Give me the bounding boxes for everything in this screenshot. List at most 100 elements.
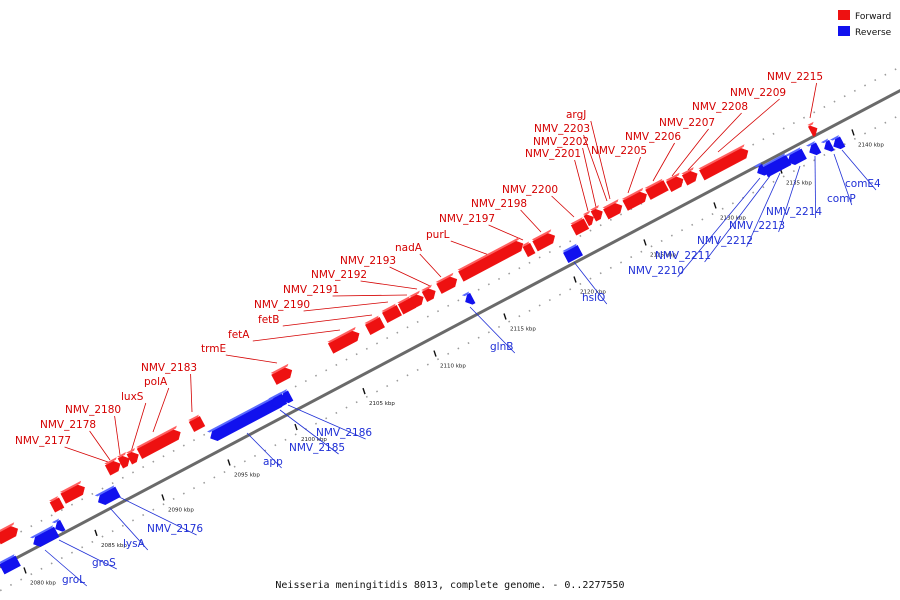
reverse-gene-feature[interactable] bbox=[30, 525, 60, 549]
gene-body bbox=[666, 176, 684, 192]
forward-gene-label[interactable]: polA bbox=[144, 376, 168, 388]
forward-gene-label[interactable]: NMV_2197 bbox=[439, 213, 495, 225]
forward-gene-feature[interactable] bbox=[381, 303, 402, 323]
forward-gene-label[interactable]: NMV_2207 bbox=[659, 117, 715, 129]
forward-gene-feature[interactable] bbox=[59, 480, 87, 504]
forward-gene-feature[interactable] bbox=[590, 205, 605, 222]
forward-gene-label[interactable]: purL bbox=[426, 229, 450, 241]
forward-gene-label[interactable]: NMV_2183 bbox=[141, 362, 197, 374]
forward-gene-label[interactable]: argJ bbox=[566, 109, 586, 121]
forward-gene-label[interactable]: NMV_2202 bbox=[533, 136, 589, 148]
legend-reverse-label: Reverse bbox=[855, 28, 892, 38]
reverse-gene-label[interactable]: NMV_2186 bbox=[316, 427, 372, 439]
reverse-gene-label[interactable]: comE4 bbox=[845, 178, 881, 190]
forward-gene-label[interactable]: NMV_2215 bbox=[767, 71, 823, 83]
forward-gene-feature[interactable] bbox=[435, 272, 460, 294]
reverse-gene-label[interactable]: NMV_2176 bbox=[147, 523, 203, 535]
forward-gene-feature[interactable] bbox=[104, 457, 122, 476]
reverse-gene-label[interactable]: comP bbox=[827, 193, 856, 205]
reverse-gene-feature[interactable] bbox=[830, 135, 846, 151]
forward-gene-feature[interactable] bbox=[807, 121, 819, 137]
reverse-leader-line bbox=[58, 539, 117, 570]
forward-gene-label[interactable]: NMV_2203 bbox=[534, 123, 590, 135]
reverse-gene-feature[interactable] bbox=[806, 141, 822, 157]
forward-gene-feature[interactable] bbox=[521, 241, 536, 258]
forward-gene-feature[interactable] bbox=[136, 425, 183, 459]
forward-leader-line bbox=[89, 430, 111, 461]
forward-gene-label[interactable]: fetA bbox=[228, 329, 250, 341]
forward-gene-label[interactable]: fetB bbox=[258, 314, 279, 326]
reverse-gene-feature[interactable] bbox=[94, 485, 121, 507]
reverse-gene-feature[interactable] bbox=[562, 243, 583, 263]
forward-gene-feature[interactable] bbox=[409, 290, 426, 309]
reverse-gene-label[interactable]: hslO bbox=[582, 292, 605, 304]
forward-gene-feature[interactable] bbox=[270, 363, 295, 385]
forward-gene-feature[interactable] bbox=[570, 217, 590, 236]
forward-gene-feature[interactable] bbox=[126, 448, 141, 465]
scale-tick bbox=[713, 202, 717, 209]
forward-gene-feature[interactable] bbox=[665, 172, 685, 192]
reverse-gene-feature[interactable] bbox=[461, 291, 476, 307]
forward-gene-label[interactable]: NMV_2190 bbox=[254, 299, 310, 311]
forward-gene-label[interactable]: NMV_2209 bbox=[730, 87, 786, 99]
gene-body bbox=[436, 276, 458, 294]
forward-gene-feature[interactable] bbox=[188, 414, 206, 433]
forward-gene-feature[interactable] bbox=[327, 326, 361, 354]
forward-gene-feature[interactable] bbox=[644, 178, 669, 200]
gene-body bbox=[382, 305, 402, 323]
reverse-gene-feature[interactable] bbox=[784, 147, 807, 167]
reverse-gene-label[interactable]: groL bbox=[62, 574, 85, 586]
reverse-gene-label[interactable]: NMV_2211 bbox=[655, 250, 711, 262]
forward-gene-label[interactable]: NMV_2192 bbox=[311, 269, 367, 281]
reverse-gene-feature[interactable] bbox=[820, 138, 835, 154]
forward-gene-feature[interactable] bbox=[421, 284, 438, 303]
reverse-gene-label[interactable]: NMV_2214 bbox=[766, 206, 822, 218]
forward-gene-feature[interactable] bbox=[681, 167, 699, 186]
gene-highlight bbox=[30, 525, 53, 539]
forward-gene-feature[interactable] bbox=[49, 496, 65, 513]
forward-gene-label[interactable]: trmE bbox=[201, 343, 226, 355]
reverse-gene-feature[interactable] bbox=[762, 153, 792, 178]
reverse-gene-label[interactable]: NMV_2210 bbox=[628, 265, 684, 277]
gene-highlight bbox=[270, 363, 289, 374]
reverse-gene-feature[interactable] bbox=[278, 389, 294, 405]
forward-gene-feature[interactable] bbox=[457, 237, 526, 282]
gene-body bbox=[281, 390, 294, 404]
forward-gene-feature[interactable] bbox=[0, 522, 20, 545]
forward-gene-feature[interactable] bbox=[117, 452, 132, 469]
forward-leader-line bbox=[114, 415, 121, 456]
gene-highlight bbox=[364, 315, 379, 324]
scale-tick-label: 2115 kbp bbox=[510, 327, 536, 333]
forward-gene-label[interactable]: NMV_2191 bbox=[283, 284, 339, 296]
forward-gene-feature[interactable] bbox=[364, 315, 385, 335]
forward-gene-label[interactable]: NMV_2198 bbox=[471, 198, 527, 210]
forward-gene-label[interactable]: NMV_2177 bbox=[15, 435, 71, 447]
reverse-gene-label[interactable]: NMV_2212 bbox=[697, 235, 753, 247]
forward-gene-label[interactable]: NMV_2205 bbox=[591, 145, 647, 157]
forward-gene-label[interactable]: NMV_2206 bbox=[625, 131, 681, 143]
reverse-gene-feature[interactable] bbox=[51, 518, 66, 534]
forward-gene-feature[interactable] bbox=[602, 199, 625, 220]
forward-gene-feature[interactable] bbox=[698, 144, 751, 181]
forward-gene-label[interactable]: NMV_2201 bbox=[525, 148, 581, 160]
gene-body bbox=[522, 242, 536, 258]
reverse-gene-label[interactable]: glnB bbox=[490, 341, 513, 353]
forward-gene-feature[interactable] bbox=[531, 229, 558, 252]
forward-gene-label[interactable]: NMV_2208 bbox=[692, 101, 748, 113]
reverse-gene-label[interactable]: NMV_2213 bbox=[729, 220, 785, 232]
reverse-gene-label[interactable]: NMV_2185 bbox=[289, 442, 345, 454]
forward-gene-label[interactable]: NMV_2178 bbox=[40, 419, 96, 431]
forward-gene-label[interactable]: NMV_2193 bbox=[340, 255, 396, 267]
reverse-gene-label[interactable]: lysA bbox=[123, 538, 146, 550]
forward-gene-label[interactable]: NMV_2180 bbox=[65, 404, 121, 416]
reverse-gene-label[interactable]: groS bbox=[92, 557, 116, 569]
forward-leader-line bbox=[389, 266, 431, 287]
forward-gene-label[interactable]: luxS bbox=[121, 391, 144, 403]
reverse-gene-label[interactable]: app bbox=[263, 456, 283, 468]
gene-body bbox=[622, 191, 647, 211]
forward-gene-feature[interactable] bbox=[621, 187, 649, 211]
forward-gene-feature[interactable] bbox=[582, 210, 596, 227]
forward-gene-label[interactable]: NMV_2200 bbox=[502, 184, 558, 196]
forward-gene-label[interactable]: nadA bbox=[395, 242, 423, 254]
reverse-gene-feature[interactable] bbox=[0, 554, 21, 575]
